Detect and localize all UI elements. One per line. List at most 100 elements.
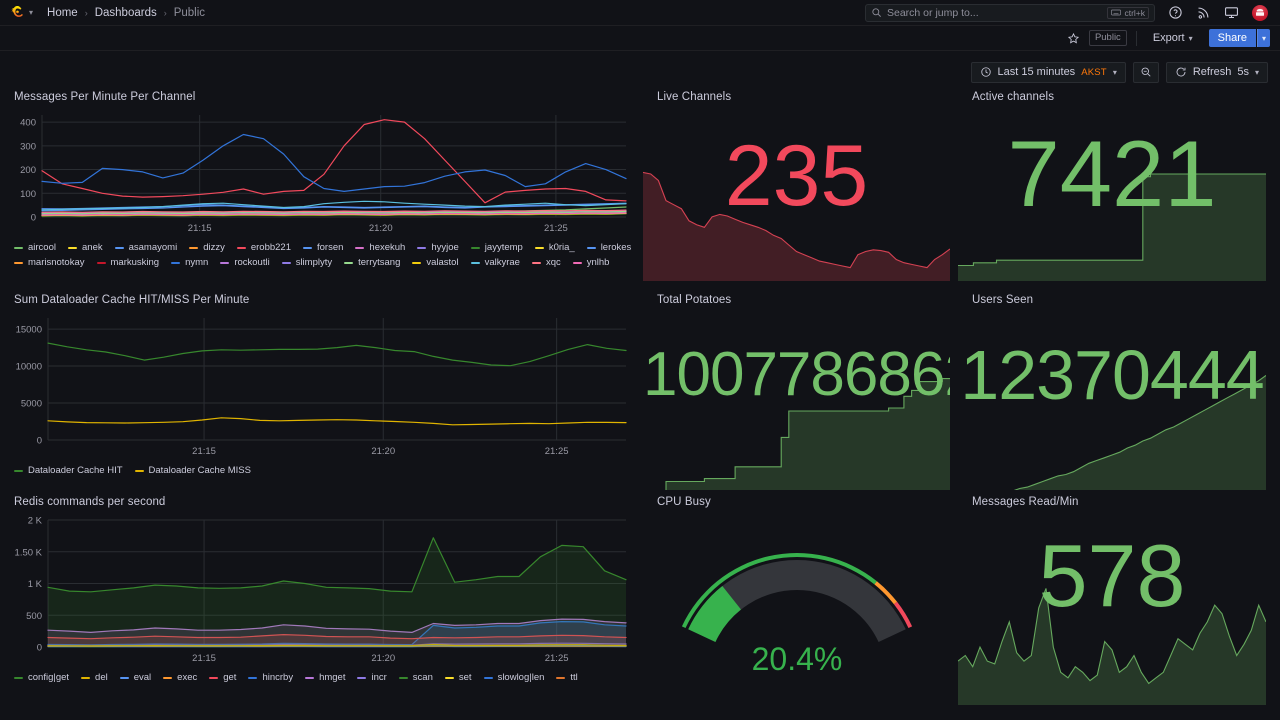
panel-redis-commands: Redis commands per second 0 500 1 K 1.50 K 2… xyxy=(0,490,640,702)
legend-item[interactable]: erobb221 xyxy=(236,242,291,253)
svg-text:400: 400 xyxy=(20,118,36,129)
chevron-down-icon: ▾ xyxy=(29,7,34,17)
sparkline-messages-read xyxy=(958,588,1266,705)
star-icon[interactable] xyxy=(1067,32,1080,45)
timeseries-chart-messages-per-minute[interactable]: 0 100 200 300 400 21:15 21:20 21:25 xyxy=(0,107,640,237)
legend-item[interactable]: anek xyxy=(68,242,103,253)
legend-label: rockoutli xyxy=(234,257,270,268)
legend-color-swatch xyxy=(303,246,312,249)
top-navigation-bar: ▾ Home › Dashboards › Public Search or j… xyxy=(0,0,1280,26)
legend-item[interactable]: set xyxy=(444,672,472,683)
zoom-out-button[interactable] xyxy=(1132,61,1159,83)
legend-label: hincrby xyxy=(262,672,294,683)
legend-item[interactable]: get xyxy=(209,672,236,683)
legend-label: marisnotokay xyxy=(28,257,85,268)
share-dropdown-button[interactable]: ▾ xyxy=(1256,29,1270,47)
news-rss-icon[interactable] xyxy=(1196,5,1211,20)
legend-item[interactable]: Dataloader Cache MISS xyxy=(134,465,251,476)
time-range-label: Last 15 minutes xyxy=(997,66,1076,78)
grafana-home-button[interactable]: ▾ xyxy=(6,5,39,20)
legend-color-swatch xyxy=(119,676,129,679)
legend-label: incr xyxy=(371,672,387,683)
legend-item[interactable]: hyyjoe xyxy=(417,242,459,253)
legend-item[interactable]: lerokes xyxy=(586,242,631,253)
refresh-control[interactable]: Refresh 5s ▾ xyxy=(1165,61,1268,83)
legend-item[interactable]: jayytemp xyxy=(470,242,523,253)
svg-text:1 K: 1 K xyxy=(28,579,43,590)
legend-item[interactable]: forsen xyxy=(303,242,343,253)
breadcrumb-item-dashboards[interactable]: Dashboards xyxy=(94,6,157,19)
gauge-cpu-busy[interactable]: 20.4% xyxy=(643,512,950,702)
legend-label: scan xyxy=(412,672,433,683)
legend-item[interactable]: eval xyxy=(119,672,151,683)
svg-text:21:20: 21:20 xyxy=(369,223,393,234)
svg-text:100: 100 xyxy=(20,189,36,200)
legend-color-swatch xyxy=(14,261,23,264)
legend-label: Dataloader Cache HIT xyxy=(28,465,123,476)
legend-color-swatch xyxy=(344,261,354,264)
export-button[interactable]: Export ▾ xyxy=(1146,29,1200,47)
legend-item[interactable]: k0ria_ xyxy=(534,242,575,253)
breadcrumb-item-public: Public xyxy=(173,6,206,19)
monitor-icon[interactable] xyxy=(1224,5,1239,20)
panel-title: Live Channels xyxy=(657,91,732,103)
legend-item[interactable]: valkyrae xyxy=(470,257,520,268)
legend-item[interactable]: slimplyty xyxy=(281,257,332,268)
legend-label: xqc xyxy=(545,257,561,268)
legend-item[interactable]: scan xyxy=(398,672,433,683)
user-avatar[interactable] xyxy=(1252,4,1268,21)
chevron-down-icon: ▾ xyxy=(1188,33,1193,43)
legend-item[interactable]: rockoutli xyxy=(220,257,270,268)
svg-text:1.50 K: 1.50 K xyxy=(15,547,43,558)
legend-label: valkyrae xyxy=(484,257,520,268)
time-range-picker[interactable]: Last 15 minutes AKST ▾ xyxy=(970,61,1126,83)
legend-item[interactable]: incr xyxy=(357,672,387,683)
legend-label: Dataloader Cache MISS xyxy=(148,465,251,476)
legend-item[interactable]: ttl xyxy=(556,672,578,683)
legend-color-swatch xyxy=(81,676,91,679)
legend-color-swatch xyxy=(171,261,181,264)
legend-item[interactable]: del xyxy=(81,672,108,683)
legend-item[interactable]: exec xyxy=(163,672,197,683)
legend-item[interactable]: dizzy xyxy=(189,242,225,253)
legend-label: anek xyxy=(82,242,103,253)
avatar-glyph-icon xyxy=(1256,8,1264,16)
clock-icon xyxy=(980,67,991,77)
legend-item[interactable]: config|get xyxy=(14,672,69,683)
legend-item[interactable]: nymn xyxy=(171,257,208,268)
legend-label: hexekuh xyxy=(369,242,406,253)
stat-value: 235 xyxy=(724,128,869,224)
legend-item[interactable]: markusking xyxy=(96,257,159,268)
refresh-interval-label: 5s xyxy=(1237,66,1249,78)
legend-item[interactable]: asamayomi xyxy=(114,242,177,253)
search-icon xyxy=(872,8,881,17)
legend-item[interactable]: slowlog|len xyxy=(483,672,544,683)
legend-item[interactable]: ynlhb xyxy=(572,257,609,268)
legend-item[interactable]: hincrby xyxy=(248,672,293,683)
legend-item[interactable]: hexekuh xyxy=(355,242,405,253)
legend-item[interactable]: aircool xyxy=(14,242,56,253)
search-input[interactable]: Search or jump to... ctrl+k xyxy=(865,3,1155,22)
legend-item[interactable]: xqc xyxy=(531,257,561,268)
timeseries-chart-redis-commands[interactable]: 0 500 1 K 1.50 K 2 K 21:15 21:20 21:25 xyxy=(0,512,640,667)
legend-color-swatch xyxy=(114,246,124,249)
legend-color-swatch xyxy=(96,261,106,264)
chevron-down-icon: ▾ xyxy=(1261,33,1266,43)
legend-item[interactable]: terrytsang xyxy=(344,257,400,268)
svg-text:21:15: 21:15 xyxy=(192,446,216,457)
legend-item[interactable]: hmget xyxy=(305,672,345,683)
panel-title: Messages Per Minute Per Channel xyxy=(14,91,196,103)
timeseries-chart-dataloader-cache[interactable]: 0 5000 10000 15000 21:15 21:20 21:25 xyxy=(0,310,640,460)
svg-text:10000: 10000 xyxy=(16,362,42,373)
legend-item[interactable]: valastol xyxy=(412,257,459,268)
breadcrumb-item-home[interactable]: Home xyxy=(47,6,78,19)
legend-color-swatch xyxy=(483,676,493,679)
panel-title: Users Seen xyxy=(972,294,1034,306)
legend-label: valastol xyxy=(426,257,459,268)
zoom-out-icon xyxy=(1141,67,1151,77)
help-icon[interactable] xyxy=(1168,5,1183,20)
legend-label: hyyjoe xyxy=(431,242,459,253)
share-button[interactable]: Share xyxy=(1208,29,1256,47)
legend-item[interactable]: marisnotokay xyxy=(14,257,85,268)
legend-item[interactable]: Dataloader Cache HIT xyxy=(14,465,123,476)
